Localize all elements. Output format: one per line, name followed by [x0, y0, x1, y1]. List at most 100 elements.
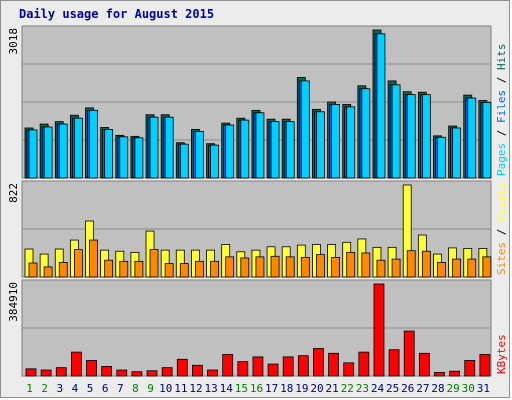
x-tick-label-day-8: 8 — [132, 382, 139, 395]
bar-sites-day-4 — [73, 249, 83, 278]
bar-sites-day-14 — [225, 256, 235, 278]
bar-kbytes-day-22 — [343, 362, 355, 377]
bar-pages-day-12 — [195, 131, 204, 179]
legend-hits: Hits — [495, 44, 508, 71]
x-tick-label-day-7: 7 — [117, 382, 124, 395]
bar-kbytes-day-24 — [373, 283, 385, 377]
bar-sites-day-23 — [361, 252, 371, 278]
bar-pages-day-22 — [346, 106, 356, 179]
x-tick-label-day-11: 11 — [174, 382, 187, 395]
bar-pages-day-31 — [482, 102, 492, 179]
bar-sites-day-16 — [255, 256, 265, 278]
bar-sites-day-6 — [104, 259, 114, 278]
bar-pages-day-24 — [376, 33, 386, 179]
x-tick-label-day-24: 24 — [371, 382, 385, 395]
bar-pages-day-2 — [43, 126, 53, 179]
bar-pages-day-17 — [270, 121, 280, 179]
y-max-label-top: 3018 — [7, 28, 20, 55]
bar-sites-day-1 — [28, 262, 38, 278]
bar-kbytes-day-14 — [222, 354, 234, 377]
x-tick-label-day-27: 27 — [416, 382, 429, 395]
x-tick-label-day-28: 28 — [431, 382, 444, 395]
bar-sites-day-17 — [270, 255, 280, 278]
legend-visits: Visits — [495, 182, 508, 222]
x-tick-label-day-12: 12 — [189, 382, 202, 395]
x-tick-label-day-15: 15 — [235, 382, 248, 395]
bar-sites-day-26 — [406, 250, 416, 278]
x-tick-label-day-10: 10 — [159, 382, 172, 395]
bar-kbytes-day-12 — [192, 364, 203, 377]
x-tick-label-day-18: 18 — [280, 382, 293, 395]
x-tick-label-day-16: 16 — [250, 382, 263, 395]
bar-pages-day-5 — [89, 109, 98, 179]
bar-sites-day-3 — [58, 262, 68, 278]
bar-sites-day-13 — [210, 260, 219, 278]
bar-sites-day-31 — [482, 256, 492, 278]
bar-kbytes-day-3 — [55, 367, 67, 377]
bar-pages-day-20 — [316, 111, 325, 179]
legend-sites: Sites — [495, 242, 508, 275]
bar-pages-day-13 — [210, 144, 219, 179]
legend-middle: Sites / Visits — [495, 182, 508, 275]
bar-sites-day-27 — [421, 250, 431, 278]
bar-kbytes-day-19 — [297, 355, 309, 377]
x-tick-label-day-23: 23 — [356, 382, 369, 395]
bar-pages-day-25 — [391, 84, 401, 179]
bar-sites-day-9 — [149, 249, 159, 278]
bar-kbytes-day-18 — [282, 356, 294, 377]
bar-kbytes-day-2 — [40, 369, 52, 377]
bar-pages-day-27 — [421, 94, 431, 179]
legend-pages: Pages — [495, 143, 508, 176]
bar-sites-day-30 — [467, 258, 477, 278]
bar-sites-day-7 — [119, 260, 129, 278]
bar-kbytes-day-7 — [116, 369, 128, 377]
bar-kbytes-day-5 — [86, 360, 97, 377]
bar-kbytes-day-15 — [237, 361, 249, 377]
y-max-label-middle: 822 — [7, 183, 20, 203]
x-tick-label-day-31: 31 — [477, 382, 490, 395]
bar-pages-day-6 — [104, 129, 114, 179]
x-tick-label-day-30: 30 — [462, 382, 475, 395]
bar-kbytes-day-16 — [252, 356, 264, 377]
bar-sites-day-12 — [195, 260, 204, 278]
bar-pages-day-14 — [225, 124, 235, 179]
bar-sites-day-10 — [164, 263, 174, 278]
bar-kbytes-day-17 — [267, 363, 279, 377]
x-tick-label-day-5: 5 — [87, 382, 94, 395]
x-tick-label-day-3: 3 — [57, 382, 64, 395]
bar-pages-day-23 — [361, 88, 371, 179]
bar-kbytes-day-27 — [418, 352, 430, 377]
bar-pages-day-9 — [149, 116, 159, 179]
bar-kbytes-day-31 — [479, 354, 491, 377]
x-tick-label-day-21: 21 — [326, 382, 339, 395]
bar-pages-day-1 — [28, 129, 38, 179]
bar-kbytes-day-23 — [358, 351, 370, 377]
bar-pages-day-16 — [255, 112, 265, 179]
bar-kbytes-day-1 — [25, 368, 37, 377]
legend-bottom: KBytes — [495, 334, 508, 374]
bar-pages-day-29 — [452, 127, 462, 179]
bar-sites-day-28 — [437, 262, 446, 278]
x-tick-label-day-9: 9 — [147, 382, 154, 395]
bar-kbytes-day-11 — [176, 358, 188, 377]
bar-sites-day-25 — [391, 258, 401, 278]
bar-sites-day-24 — [376, 259, 386, 278]
bar-pages-day-21 — [331, 104, 340, 179]
x-tick-label-day-4: 4 — [72, 382, 79, 395]
bar-sites-day-2 — [43, 266, 53, 278]
bar-kbytes-day-25 — [388, 349, 400, 377]
x-tick-label-day-26: 26 — [401, 382, 414, 395]
x-tick-label-day-17: 17 — [265, 382, 278, 395]
bar-kbytes-day-21 — [328, 352, 339, 377]
bar-sites-day-21 — [331, 257, 340, 278]
bar-kbytes-day-28 — [434, 372, 445, 377]
bar-kbytes-day-29 — [449, 370, 461, 377]
bar-pages-day-19 — [300, 80, 310, 179]
x-tick-label-day-14: 14 — [220, 382, 234, 395]
bar-pages-day-30 — [467, 97, 477, 179]
bar-pages-day-10 — [164, 116, 174, 179]
bar-kbytes-day-4 — [70, 351, 82, 377]
y-max-label-bottom: 384910 — [7, 282, 20, 322]
bar-kbytes-day-9 — [146, 370, 158, 377]
x-tick-label-day-6: 6 — [102, 382, 109, 395]
